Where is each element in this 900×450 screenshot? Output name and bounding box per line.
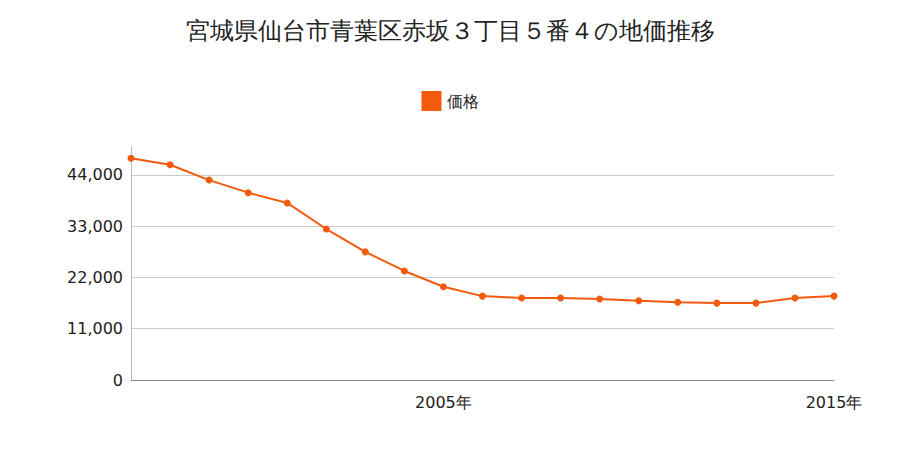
svg-text:宮城県仙台市青葉区赤坂３丁目５番４の地価推移: 宮城県仙台市青葉区赤坂３丁目５番４の地価推移 [186,17,715,45]
svg-text:2015年: 2015年 [806,393,863,412]
svg-text:22,000: 22,000 [67,268,123,287]
svg-text:価格: 価格 [447,92,479,111]
svg-text:2005年: 2005年 [415,393,472,412]
svg-text:11,000: 11,000 [67,319,123,338]
svg-text:33,000: 33,000 [67,217,123,236]
svg-text:44,000: 44,000 [67,165,123,184]
svg-text:0: 0 [113,371,123,390]
